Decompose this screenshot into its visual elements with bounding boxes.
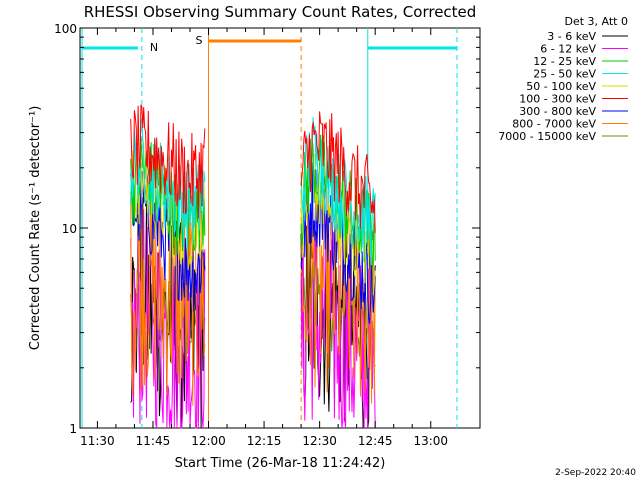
y-axis-ticks: 1 10 100 bbox=[54, 22, 480, 436]
x-tick-label: 13:00 bbox=[413, 434, 448, 448]
x-axis-ticks: 11:30 11:45 12:00 12:15 12:30 12:45 13:00 bbox=[80, 28, 448, 448]
x-tick-label: 11:45 bbox=[136, 434, 171, 448]
y-tick-label: 10 bbox=[62, 222, 77, 236]
y-tick-label: 1 bbox=[69, 422, 77, 436]
series-trace bbox=[300, 111, 376, 233]
x-axis-label: Start Time (26-Mar-18 11:24:42) bbox=[175, 456, 386, 471]
footer-date: 2-Sep-2022 20:40 bbox=[555, 468, 636, 478]
legend-label: 25 - 50 keV bbox=[533, 68, 596, 81]
legend-label: 50 - 100 keV bbox=[526, 80, 596, 93]
legend-label: 300 - 800 keV bbox=[519, 105, 596, 118]
x-tick-label: 12:45 bbox=[358, 434, 393, 448]
legend-label: 12 - 25 keV bbox=[533, 55, 596, 68]
x-tick-label: 12:00 bbox=[191, 434, 226, 448]
legend-label: 6 - 12 keV bbox=[540, 43, 596, 56]
series-layer bbox=[130, 104, 376, 429]
series-trace bbox=[130, 104, 206, 219]
series-trace bbox=[130, 178, 206, 406]
series-trace bbox=[300, 225, 376, 429]
x-tick-label: 11:30 bbox=[80, 434, 115, 448]
legend-label: 7000 - 15000 keV bbox=[498, 130, 596, 143]
y-tick-label: 100 bbox=[54, 22, 77, 36]
plot-area: N S 11:30 11:45 12:00 12:15 12:30 12:45 13:00 1… bbox=[54, 22, 481, 448]
n-marker-label: N bbox=[150, 41, 158, 54]
legend-label: 3 - 6 keV bbox=[547, 30, 596, 43]
x-tick-label: 12:15 bbox=[247, 434, 282, 448]
legend-label: 100 - 300 keV bbox=[519, 93, 596, 106]
x-tick-label: 12:30 bbox=[302, 434, 337, 448]
s-marker-label: S bbox=[196, 34, 203, 47]
y-axis-label: Corrected Count Rate (s⁻¹ detector⁻¹) bbox=[28, 106, 43, 351]
legend-label: 800 - 7000 keV bbox=[512, 118, 596, 131]
series-trace bbox=[130, 119, 206, 249]
series-trace bbox=[300, 117, 376, 266]
legend-title: Det 3, Att 0 bbox=[565, 15, 629, 28]
chart-title: RHESSI Observing Summary Count Rates, Co… bbox=[84, 3, 477, 21]
